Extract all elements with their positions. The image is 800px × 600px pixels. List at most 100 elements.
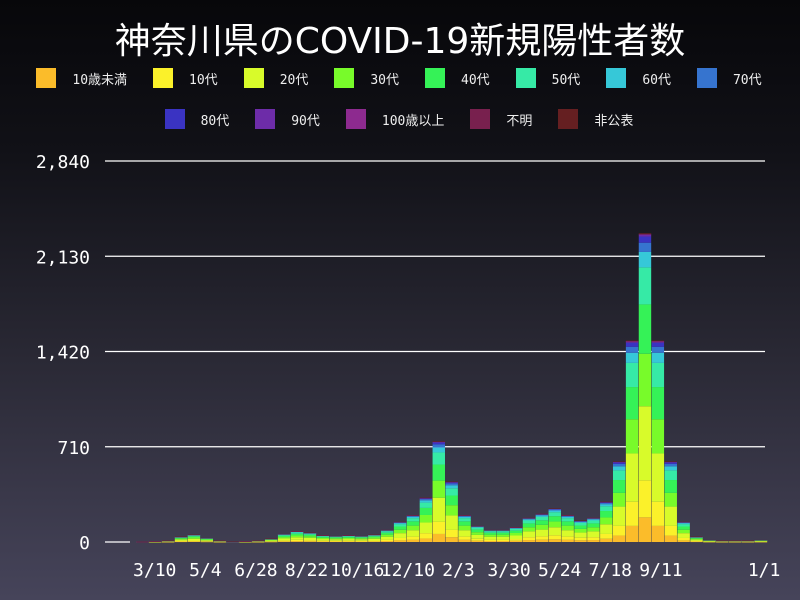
bar-segment: [174, 536, 188, 538]
bar-segment: [638, 234, 652, 235]
bar-segment: [509, 527, 523, 529]
bar-segment: [664, 461, 677, 462]
bar-segment: [290, 539, 304, 542]
bar-segment: [355, 539, 368, 541]
bar-segment: [625, 362, 639, 388]
bar-segment: [406, 518, 420, 522]
bar-segment: [638, 480, 652, 518]
legend-label: 80代: [200, 113, 230, 129]
bar-segment: [535, 513, 549, 515]
bar-segment: [535, 515, 549, 517]
bar-segment: [509, 528, 523, 531]
bar-segment: [548, 521, 561, 528]
bar-segment: [187, 537, 201, 539]
bar-segment: [277, 540, 291, 542]
bar-segment: [728, 541, 742, 543]
bar-segment: [612, 506, 626, 526]
bar-segment: [548, 512, 561, 517]
bar-segment: [548, 509, 561, 511]
bar-segment: [265, 539, 278, 541]
bar-segment: [406, 536, 420, 540]
bar-segment: [316, 537, 330, 540]
bar-segment: [484, 536, 497, 540]
bar-segment: [600, 533, 613, 539]
x-tick-label: 6/28: [234, 560, 277, 581]
bar-segment: [471, 526, 484, 527]
bar-segment: [574, 525, 587, 529]
bar-segment: [342, 539, 355, 541]
bar-segment: [561, 536, 574, 540]
bar-segment: [625, 340, 639, 342]
bar-segment: [252, 541, 265, 543]
bar-segment: [316, 539, 330, 541]
bar-segment: [509, 527, 523, 528]
bar-segment: [612, 525, 626, 536]
bar-segment: [497, 539, 510, 542]
legend-label: 10歳未満: [72, 72, 128, 88]
bar-segment: [277, 533, 291, 535]
legend-item: 80代: [164, 109, 230, 129]
bar-segment: [703, 541, 716, 542]
bar-segment: [342, 535, 355, 536]
bar-segment: [484, 541, 497, 542]
bar-segment: [355, 537, 368, 539]
bar-segment: [522, 537, 536, 541]
bar-segment: [393, 537, 407, 541]
bar-segment: [677, 529, 690, 534]
bar-segment: [471, 527, 484, 530]
bar-segment: [303, 540, 317, 542]
bar-segment: [625, 342, 639, 347]
bar-segment: [445, 481, 458, 483]
bar-segment: [638, 234, 652, 237]
bar-segment: [574, 540, 587, 542]
bar-segment: [329, 539, 342, 541]
bar-segment: [342, 536, 355, 538]
bar-segment: [471, 532, 484, 535]
legend-swatch: [470, 109, 491, 129]
bar-segment: [574, 522, 587, 526]
bar-segment: [484, 539, 497, 542]
bar-segment: [381, 532, 394, 535]
bar-segment: [651, 346, 665, 353]
bar-segment: [419, 538, 433, 542]
x-tick-label: 9/11: [639, 560, 682, 581]
bar-segment: [161, 541, 175, 543]
bar-segment: [677, 537, 690, 541]
bar-segment: [342, 536, 355, 537]
bar-segment: [587, 540, 600, 542]
bar-segment: [381, 539, 394, 542]
bar-segment: [522, 520, 536, 524]
bar-segment: [690, 541, 703, 543]
bar-segment: [561, 539, 574, 542]
legend-label: 50代: [551, 72, 581, 88]
bar-segment: [290, 531, 304, 533]
legend-label: 100歳以上: [381, 113, 445, 129]
bar-segment: [471, 525, 484, 527]
bar-segment: [690, 539, 703, 541]
bar-segment: [484, 530, 497, 532]
bar-segment: [174, 539, 188, 541]
bar-segment: [432, 480, 445, 498]
legend-swatch: [558, 109, 579, 129]
legend-swatch: [36, 68, 57, 88]
bar-segment: [638, 304, 652, 354]
bar-segment: [303, 533, 317, 535]
bar-segment: [625, 501, 639, 526]
bar-segment: [600, 524, 613, 534]
bar-segment: [329, 537, 342, 539]
bar-segment: [664, 535, 677, 542]
y-tick-label: 1,420: [36, 343, 90, 364]
bar-segment: [458, 518, 471, 522]
bar-segment: [368, 538, 381, 541]
bar-segment: [303, 534, 317, 537]
bar-segment: [161, 540, 175, 542]
bar-segment: [638, 233, 652, 235]
bar-segment: [497, 531, 510, 533]
bar-segment: [677, 523, 690, 525]
bar-segment: [638, 242, 652, 252]
bar-segment: [432, 447, 445, 453]
bar-segment: [651, 340, 665, 342]
bar-segment: [664, 463, 677, 467]
legend-swatch: [606, 68, 627, 88]
